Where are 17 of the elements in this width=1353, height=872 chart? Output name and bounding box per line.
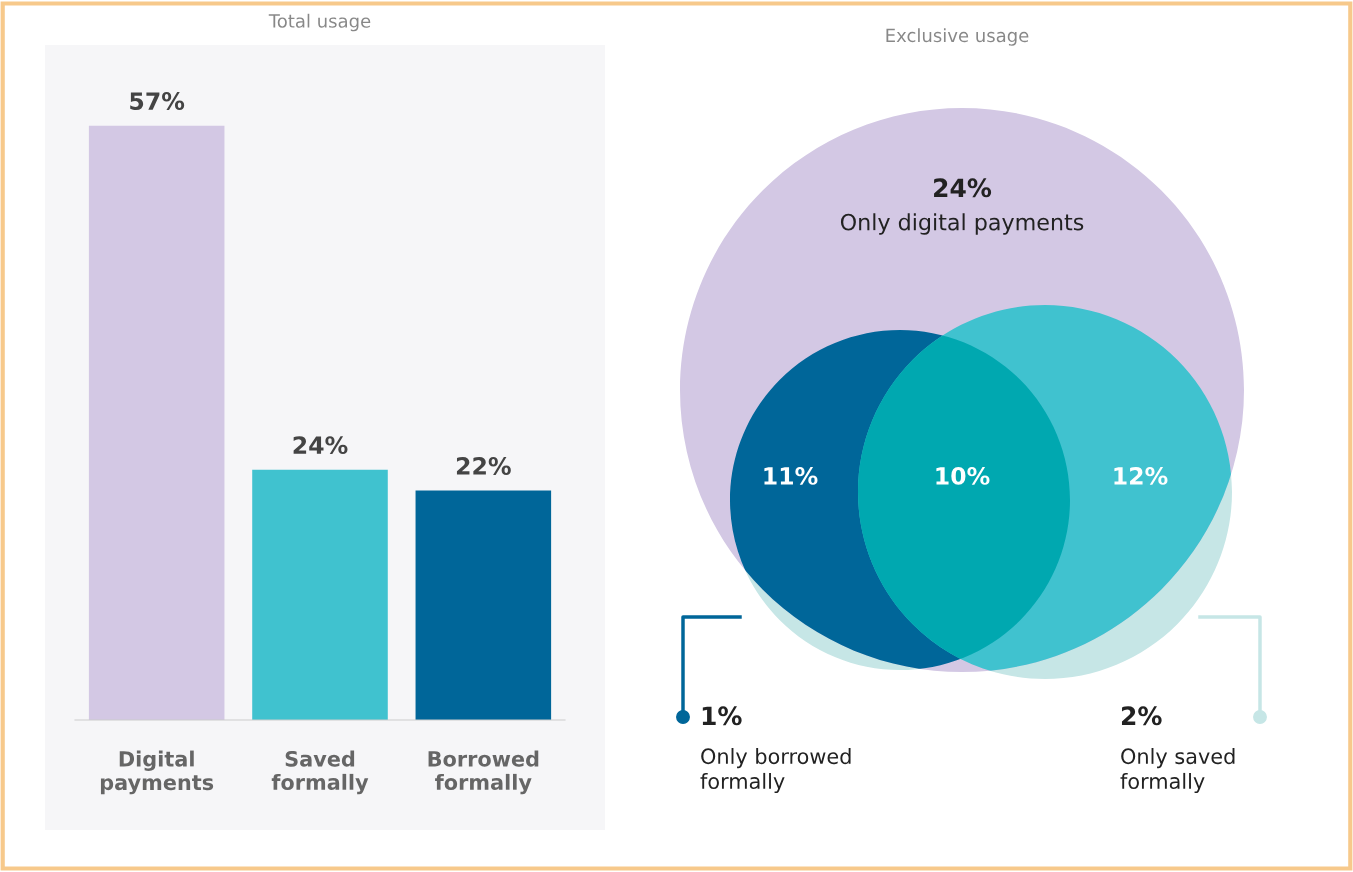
data-label: 12% [1114, 466, 1168, 485]
text: Exclusive usage [886, 28, 1029, 46]
category-label: Only saved formally [1120, 748, 1235, 794]
x-tick-label: Saved formally [271, 750, 369, 795]
x-tick-label: Borrowed formally [428, 750, 539, 795]
data-label: 57% [130, 92, 185, 110]
data-label: 24% [934, 178, 992, 198]
data-label: 10% [936, 466, 990, 485]
chart-title: Total usage [268, 13, 371, 32]
data-label: 2% [1121, 706, 1162, 726]
category-label: Only digital payments [840, 213, 1084, 235]
data-label: 24% [293, 436, 348, 455]
data-label: 11% [764, 466, 818, 485]
category-label: Only borrowed formally [700, 748, 851, 794]
x-tick-label: Digital payments [100, 750, 214, 795]
data-label: 22% [456, 457, 511, 475]
data-label: 1% [702, 706, 742, 726]
